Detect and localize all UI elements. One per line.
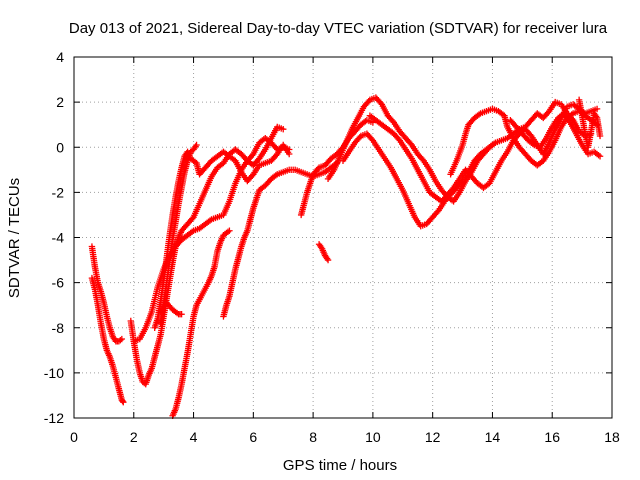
x-tick-label: 2 <box>130 429 138 445</box>
series-track-7 <box>157 299 185 318</box>
x-tick-label: 12 <box>425 429 441 445</box>
plot-frame <box>73 56 613 419</box>
y-tick-label: -10 <box>44 365 64 381</box>
series-track-2 <box>88 274 127 406</box>
x-tick-label: 14 <box>485 429 501 445</box>
series-track-13 <box>339 130 496 230</box>
data-point-marker <box>593 105 601 113</box>
y-tick-label: 2 <box>56 94 64 110</box>
series-track-16 <box>507 110 604 160</box>
x-tick-label: 8 <box>309 429 317 445</box>
x-tick-label: 18 <box>604 429 620 445</box>
series-track-8 <box>169 227 233 419</box>
x-axis-label: GPS time / hours <box>283 457 397 474</box>
data-point-marker <box>489 141 496 149</box>
y-tick-label: -6 <box>52 275 65 291</box>
data-point-marker <box>189 215 196 222</box>
data-point-marker <box>119 397 126 405</box>
x-tick-label: 16 <box>544 429 560 445</box>
x-tick-label: 10 <box>365 429 381 445</box>
x-tick-label: 0 <box>70 429 78 445</box>
data-point-marker <box>324 256 332 264</box>
y-axis-ticks: 4 2 0 -2 -4 -6 -8 -10 -12 <box>44 49 612 426</box>
y-tick-label: 4 <box>56 49 64 65</box>
chart-title: Day 013 of 2021, Sidereal Day-to-day VTE… <box>69 20 608 37</box>
data-point-marker <box>120 399 127 406</box>
data-point-marker <box>596 132 604 140</box>
data-markers <box>88 94 604 419</box>
x-tick-label: 6 <box>249 429 257 445</box>
y-tick-label: 0 <box>56 139 64 155</box>
y-tick-label: -8 <box>52 320 65 336</box>
y-tick-label: -2 <box>52 184 65 200</box>
x-axis-ticks: 0 2 4 6 8 10 12 14 16 18 <box>70 57 620 445</box>
data-point-marker <box>226 227 233 234</box>
series-track-9 <box>220 159 341 320</box>
y-axis-label: SDTVAR / TECUs <box>6 178 23 298</box>
x-tick-label: 4 <box>190 429 198 445</box>
data-point-marker <box>286 150 293 158</box>
series-track-17 <box>575 96 604 151</box>
data-point-marker <box>377 99 384 107</box>
data-point-marker <box>596 153 604 160</box>
data-point-marker <box>248 152 256 159</box>
series-track-1 <box>88 243 126 345</box>
y-tick-label: -4 <box>52 230 65 246</box>
data-point-marker <box>178 311 185 318</box>
data-point-marker <box>193 141 200 149</box>
data-point-marker <box>280 126 287 133</box>
data-point-marker <box>118 335 126 343</box>
y-tick-label: -12 <box>44 410 64 426</box>
series-track-11 <box>315 241 332 264</box>
